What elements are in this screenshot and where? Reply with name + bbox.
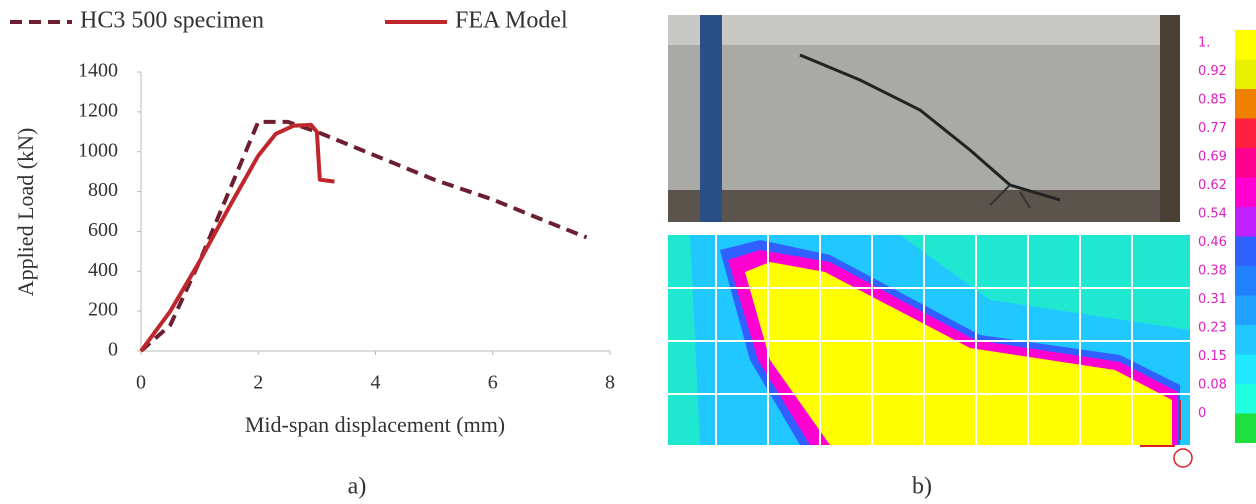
colorbar-label: 0.38: [1198, 264, 1227, 279]
colorbar-label: 0.69: [1198, 150, 1227, 165]
colorbar-band: [1235, 384, 1256, 414]
colorbar-band: [1235, 30, 1256, 60]
colorbar-band: [1235, 148, 1256, 178]
colorbar-label: 0.15: [1198, 349, 1227, 364]
panel-label: b): [912, 474, 932, 500]
y-axis-label: Applied Load (kN): [13, 128, 38, 297]
x-tick-label: 0: [136, 372, 146, 394]
colorbar-label: 0.08: [1198, 378, 1227, 393]
y-tick-label: 800: [88, 179, 118, 201]
colorbar-band: [1235, 266, 1256, 296]
y-tick-label: 1200: [78, 99, 118, 121]
data-line: [139, 122, 335, 353]
y-tick-label: 400: [88, 259, 118, 281]
colorbar-label: 0.85: [1198, 93, 1227, 108]
colorbar-band: [1235, 177, 1256, 207]
colorbar-label: 0.54: [1198, 207, 1227, 222]
y-tick-label: 200: [88, 299, 118, 321]
colorbar-band: [1235, 207, 1256, 237]
x-tick-label: 6: [488, 372, 498, 394]
colorbar-label: 0.77: [1198, 121, 1227, 136]
colorbar-band: [1235, 118, 1256, 148]
colorbar-band: [1235, 236, 1256, 266]
photo: [668, 15, 1180, 222]
panel-label: a): [348, 474, 367, 500]
colorbar-label: 0.92: [1198, 64, 1227, 79]
y-tick-label: 0: [108, 339, 118, 361]
legend-label: FEA Model: [455, 8, 568, 34]
colorbar-label: 0: [1198, 406, 1206, 421]
colorbar-band: [1235, 354, 1256, 384]
x-tick-label: 4: [371, 372, 381, 394]
colorbar-label: 0.62: [1198, 178, 1227, 193]
colorbar-label: 0.46: [1198, 235, 1227, 250]
colorbar-band: [1235, 89, 1256, 119]
legend-label: HC3 500 specimen: [80, 8, 264, 34]
colorbar-label: 0.23: [1198, 321, 1227, 336]
colorbar-label: 0.31: [1198, 292, 1227, 307]
colorbar-band: [1235, 325, 1256, 355]
x-tick-label: 8: [605, 372, 615, 394]
y-tick-label: 600: [88, 219, 118, 241]
colorbar-label: 1.: [1198, 36, 1210, 51]
y-tick-label: 1400: [78, 60, 118, 82]
y-tick-label: 1000: [78, 139, 118, 161]
x-axis-label: Mid-span displacement (mm): [245, 412, 505, 437]
contour-plot: [668, 235, 1193, 468]
x-tick-label: 2: [253, 372, 263, 394]
data-line: [139, 119, 588, 353]
colorbar-band: [1235, 413, 1256, 443]
colorbar-band: [1235, 59, 1256, 89]
colorbar-band: [1235, 295, 1256, 325]
